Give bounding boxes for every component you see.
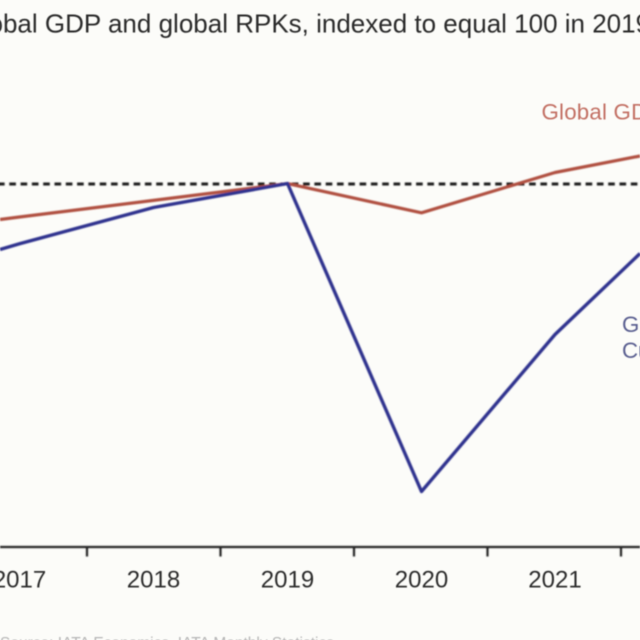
svg-text:Global GDP: Global GDP [542,100,640,125]
svg-text:Global GDP and global RPKs, in: Global GDP and global RPKs, indexed to e… [0,9,640,39]
svg-text:Current forecast: Current forecast [622,338,640,363]
svg-text:2018: 2018 [127,567,180,594]
svg-text:2017: 2017 [0,567,46,594]
svg-text:2019: 2019 [261,567,314,594]
svg-text:Source: IATA Economics, IATA M: Source: IATA Economics, IATA Monthly Sta… [0,635,334,640]
svg-text:2020: 2020 [395,567,448,594]
svg-text:Global RPKs,: Global RPKs, [622,312,640,337]
svg-text:2021: 2021 [528,567,581,594]
